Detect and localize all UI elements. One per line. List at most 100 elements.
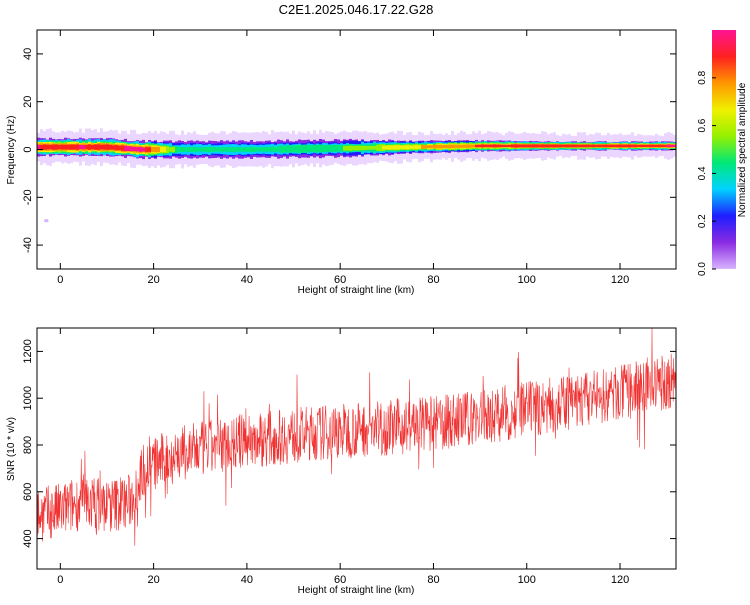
- spectrogram-cell: [646, 145, 649, 147]
- spectrogram-outlier: [44, 219, 48, 222]
- spectrogram-cell: [502, 145, 505, 148]
- snr-x-tick-label: 40: [241, 574, 253, 586]
- spectrogram-cell: [538, 145, 541, 147]
- spectrogram-cell: [619, 145, 622, 148]
- spectrogram-cell: [469, 144, 472, 147]
- spectrogram-cell: [637, 145, 640, 147]
- spectrogram-cell: [298, 146, 301, 151]
- spectrogram-x-tick-label: 100: [518, 274, 536, 286]
- spectrogram-cell: [661, 145, 664, 147]
- spectrogram-cell: [640, 145, 643, 148]
- spectrogram-cell: [622, 145, 625, 147]
- spectrogram-cell: [328, 146, 331, 151]
- spectrogram-x-tick-label: 80: [427, 274, 439, 286]
- spectrogram-cell: [313, 146, 316, 151]
- spectrogram-cell: [139, 147, 142, 152]
- spectrogram-cell: [664, 145, 667, 147]
- spectrogram-cell: [289, 146, 292, 151]
- spectrogram-cell: [616, 145, 619, 147]
- spectrogram-cell: [448, 145, 451, 148]
- spectrogram-cell: [577, 145, 580, 147]
- spectrogram-cell: [652, 145, 655, 148]
- spectrogram-cell: [331, 146, 334, 151]
- spectrogram-cell: [511, 144, 514, 147]
- spectrogram-cell: [367, 146, 370, 150]
- spectrogram-cell: [412, 145, 415, 148]
- spectrogram-cell: [520, 145, 523, 148]
- spectrogram-cell: [565, 145, 568, 148]
- spectrogram-cell: [256, 147, 259, 151]
- spectrogram-cell: [217, 147, 220, 151]
- spectrogram-cell: [586, 145, 589, 148]
- spectrogram-cell: [526, 145, 529, 148]
- spectrogram-cell: [190, 147, 193, 152]
- spectrogram-cell: [64, 145, 67, 150]
- spectrogram-cell: [271, 147, 274, 152]
- spectrogram-cell: [655, 145, 658, 147]
- spectrogram-cell: [415, 145, 418, 149]
- spectrogram-cell: [385, 146, 388, 150]
- spectrogram-cell: [535, 144, 538, 147]
- spectrogram-cell: [556, 145, 559, 148]
- spectrogram-cell: [325, 146, 328, 151]
- spectrogram-cell: [253, 147, 256, 152]
- spectrogram-cell: [187, 147, 190, 152]
- snr-x-tick-label: 0: [57, 574, 63, 586]
- spectrogram-cell: [52, 144, 55, 149]
- spectrogram-cell: [634, 145, 637, 147]
- spectrogram-cell: [94, 144, 97, 149]
- spectrogram-cell: [376, 146, 379, 150]
- spectrogram-cell: [82, 145, 85, 149]
- spectrogram-cell: [43, 144, 46, 149]
- spectrogram-cell: [562, 145, 565, 147]
- spectrogram-cell: [124, 146, 127, 151]
- spectrogram-cell: [649, 145, 652, 147]
- spectrogram-cell: [358, 146, 361, 151]
- spectrogram-cell: [601, 145, 604, 147]
- spectrogram-cell: [103, 145, 106, 150]
- spectrogram-cell: [202, 147, 205, 151]
- spectrogram-cell: [46, 145, 49, 150]
- spectrogram-cell: [580, 145, 583, 147]
- spectrogram-cell: [319, 146, 322, 150]
- spectrogram-cell: [211, 147, 214, 152]
- spectrogram-cell: [643, 145, 646, 147]
- spectrogram-cell: [496, 144, 499, 147]
- spectrogram-cell: [181, 147, 184, 152]
- snr-x-tick-label: 20: [147, 574, 159, 586]
- spectrogram-cell: [100, 145, 103, 150]
- spectrogram-cell: [136, 147, 139, 151]
- spectrogram-cell: [541, 144, 544, 147]
- spectrogram-y-tick-label: -20: [22, 189, 34, 205]
- spectrogram-y-tick-label: 20: [22, 96, 34, 108]
- spectrogram-cell: [658, 145, 661, 147]
- colorbar-tick-label: 0.4: [697, 166, 708, 180]
- spectrogram-cell: [430, 145, 433, 148]
- spectrogram-cell: [445, 145, 448, 148]
- spectrogram-cell: [598, 145, 601, 147]
- spectrogram-cell: [193, 147, 196, 152]
- spectrogram-cell: [514, 144, 517, 147]
- spectrogram-cell: [391, 146, 394, 150]
- spectrogram-cell: [184, 147, 187, 151]
- spectrogram-cell: [547, 145, 550, 148]
- spectrogram-cell: [568, 145, 571, 148]
- snr-y-tick-label: 1200: [22, 339, 34, 363]
- spectrogram-cell: [223, 147, 226, 151]
- spectrogram-cell: [292, 147, 295, 151]
- spectrogram-cell: [334, 146, 337, 151]
- snr-y-tick-label: 1000: [22, 386, 34, 410]
- spectrogram-cell: [592, 145, 595, 148]
- spectrogram-cell: [115, 145, 118, 150]
- spectrogram-cell: [406, 145, 409, 149]
- spectrogram-cell: [205, 147, 208, 152]
- spectrogram-cell: [259, 147, 262, 151]
- spectrogram-cell: [436, 145, 439, 148]
- spectrogram-cell: [460, 145, 463, 148]
- spectrogram-cell: [148, 147, 151, 152]
- spectrogram-cell: [97, 144, 100, 149]
- spectrogram-cell: [238, 147, 241, 151]
- spectrogram-cell: [382, 146, 385, 150]
